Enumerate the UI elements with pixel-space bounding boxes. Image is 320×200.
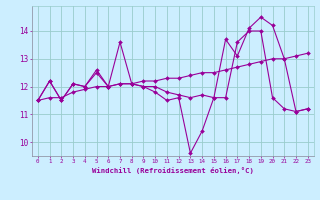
- X-axis label: Windchill (Refroidissement éolien,°C): Windchill (Refroidissement éolien,°C): [92, 167, 254, 174]
